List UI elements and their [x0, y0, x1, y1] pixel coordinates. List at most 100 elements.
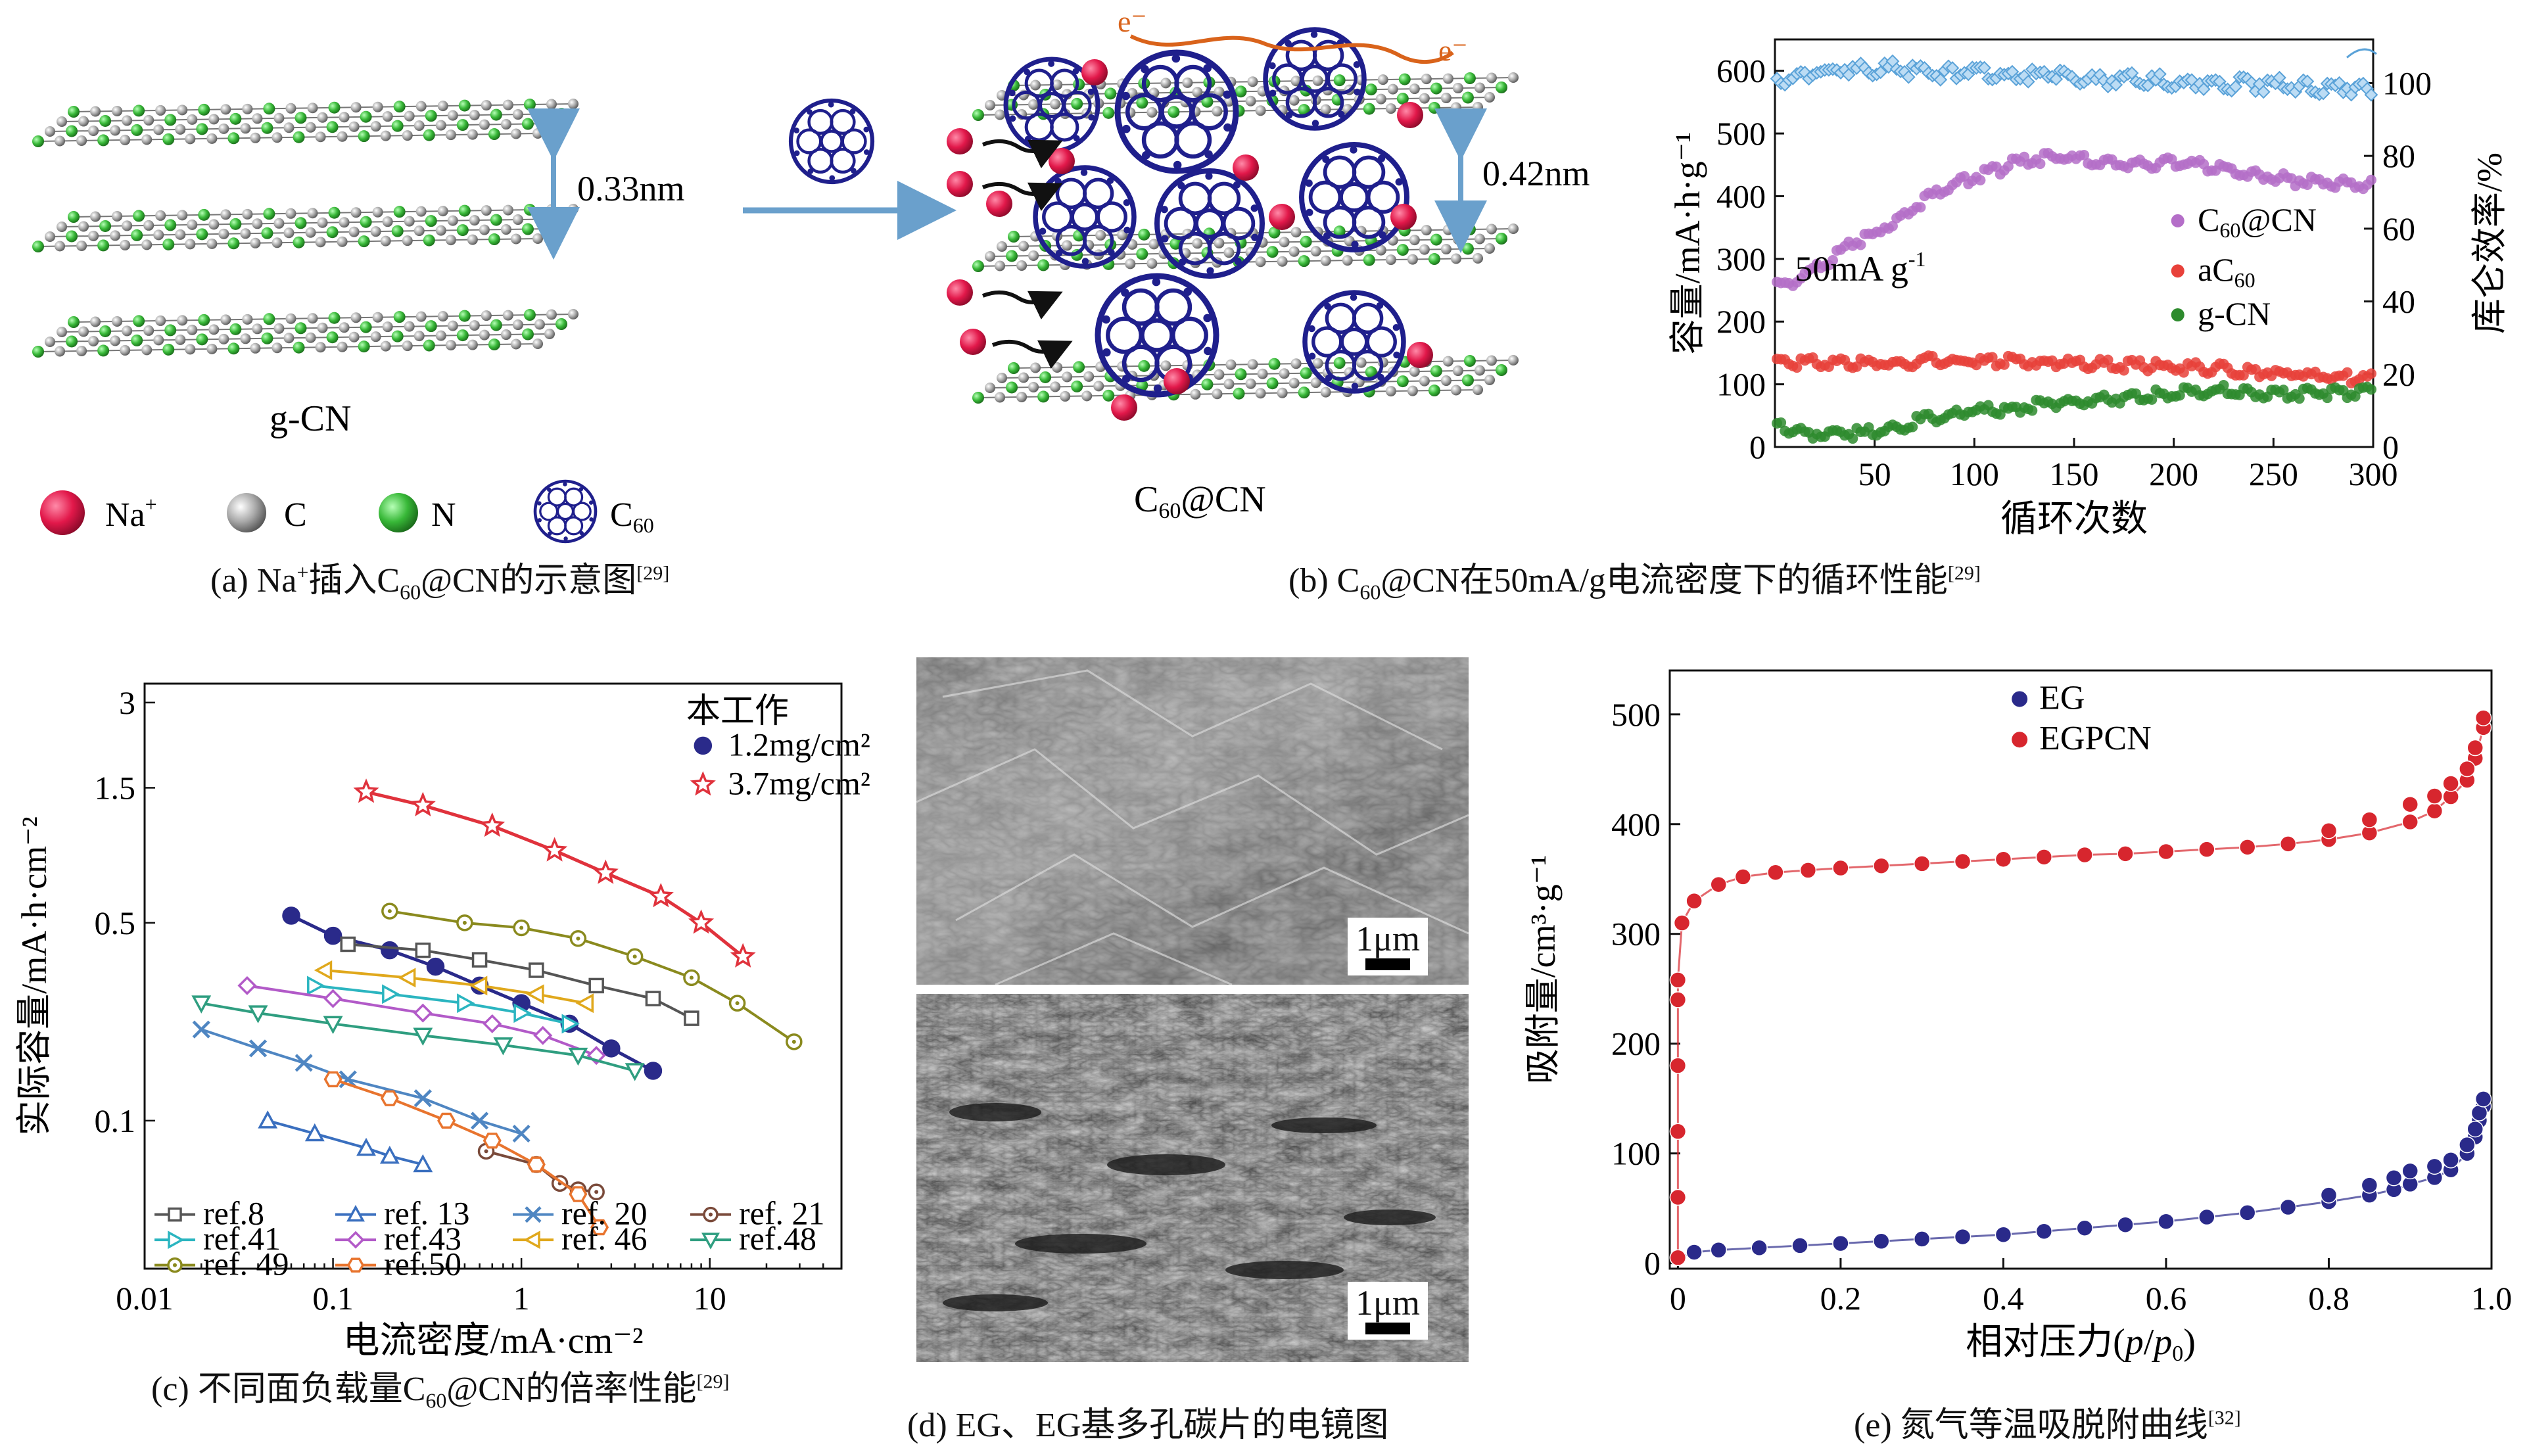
chart-e-point: [1913, 855, 1931, 872]
chart-e-legend-label-0: EG: [2039, 679, 2085, 716]
chart-c-point: [380, 1090, 399, 1106]
chart-e-point: [1832, 859, 1849, 877]
chart-b-point: [2364, 87, 2378, 102]
chart-c-xtick-label-1: 0.1: [312, 1280, 354, 1317]
chart-c-ref-legend-label-2: ref. 20: [561, 1195, 648, 1232]
chart-e-point: [2401, 813, 2419, 831]
chart-b-point: [2079, 149, 2090, 160]
gcn-layer-2: [32, 204, 579, 252]
chart-e-desorption-point: [2467, 739, 2484, 757]
chart-c-series-10: [381, 903, 803, 1050]
chart-c-ref-legend-label-3: ref. 21: [739, 1195, 825, 1232]
chart-b-point: [2146, 394, 2158, 405]
chart-c-series-4: [192, 1020, 531, 1143]
sodium-ion-10: [960, 329, 986, 355]
chart-c-xtick-label-0: 0.01: [116, 1280, 174, 1317]
chart-c-point: [314, 960, 333, 980]
chart-c-point: [168, 1231, 185, 1250]
chart-e-point: [1873, 1233, 1890, 1250]
chart-e-desorption-point: [2401, 1162, 2419, 1180]
electron-symbol-right: e⁻: [1438, 34, 1468, 67]
sodium-ion-6: [1269, 204, 1295, 230]
sodium-ion-13: [1111, 394, 1137, 421]
sodium-ion-1: [1081, 59, 1108, 85]
chart-b-point: [2021, 74, 2035, 89]
chart-b-point: [1847, 433, 1858, 444]
insertion-arrow-4: [991, 339, 1073, 369]
chart-c-point: [307, 975, 325, 996]
chart-b-point: [1874, 65, 1888, 80]
chart-c-line: [389, 910, 795, 1043]
chart-c-series-2: [340, 936, 699, 1026]
chart-c-legend-title: 本工作: [686, 693, 789, 730]
chart-c-point: [381, 903, 398, 920]
chart-b-legend-label-2: g-CN: [2198, 295, 2271, 332]
chart-b-point: [2300, 74, 2315, 89]
chart-b-point: [1977, 60, 1991, 75]
chart-e-point: [2279, 1198, 2297, 1216]
chart-c-point: [470, 1112, 489, 1130]
chart-e-desorption-point: [2459, 1136, 2476, 1154]
c60cn-layer-3: [972, 355, 1519, 404]
chart-e-point: [1791, 1237, 1808, 1254]
chart-e-point: [2238, 839, 2256, 856]
sodium-ion-4: [1397, 102, 1423, 128]
chart-c-point: [568, 1047, 588, 1066]
c60cn-layer-stack: [972, 72, 1519, 404]
chart-c-point: [701, 1233, 720, 1250]
chart-c-xtick-label-3: 10: [694, 1280, 726, 1317]
legend-c-sphere: [227, 493, 266, 532]
chart-c-point: [786, 1033, 803, 1050]
chart-c-series-6: [307, 975, 580, 1034]
chart-c-point: [588, 977, 604, 994]
chart-e-desorption-point: [2320, 822, 2338, 839]
electron-path: [1129, 34, 1454, 64]
chart-b-point: [1791, 362, 1803, 373]
chart-c-point: [323, 926, 342, 945]
chart-e-point: [2198, 1208, 2215, 1226]
chart-c-ref-legend-label-4: ref.41: [203, 1220, 281, 1257]
chart-c-point: [323, 989, 343, 1008]
chart-e-desorption-point: [2320, 1186, 2338, 1204]
sodium-ion-2: [1049, 148, 1075, 174]
chart-b-point: [1827, 254, 1838, 266]
electron-symbol-left: e⁻: [1118, 5, 1147, 38]
chart-c-point: [526, 984, 544, 1004]
legend-n-label: N: [431, 496, 456, 534]
gcn-layer-1: [32, 99, 579, 147]
chart-e-point: [1954, 853, 1972, 870]
caption-c: (c) 不同面负载量C60@CN的倍率性能[29]: [151, 1371, 730, 1413]
legend-c60-label: C60: [610, 496, 654, 537]
chart-c-point: [728, 995, 746, 1012]
chart-c-legend-marker-1: [690, 771, 716, 796]
chart-b-point: [1887, 220, 1898, 231]
legend-na-sphere: [40, 490, 85, 535]
chart-c-point: [237, 975, 257, 995]
chart-c-point: [356, 1137, 376, 1156]
sodium-ions: [947, 59, 1433, 421]
chart-b-y2tick-label-1: 20: [2382, 356, 2415, 392]
chart-c-point: [588, 1183, 605, 1201]
chart-b-xtick-label-2: 150: [2050, 456, 2099, 492]
chart-c-ref-legend-2: ref. 20: [513, 1195, 648, 1232]
chart-b-legend-label-1: aC60: [2198, 251, 2255, 292]
chart-e-point: [1799, 862, 1817, 879]
chart-c-line: [201, 1028, 522, 1135]
chart-c-point: [533, 1025, 553, 1045]
chart-b-point: [2278, 385, 2289, 396]
chart-b-point: [2316, 86, 2330, 101]
spacing-label-left: 0.33nm: [577, 169, 685, 208]
chart-e-point: [2117, 1216, 2134, 1233]
chart-c-ytick-label-0: 0.1: [95, 1102, 136, 1139]
chart-c-point: [512, 1124, 531, 1143]
chart-b-y2tick-label-0: 0: [2382, 429, 2399, 465]
chart-c-point: [379, 1145, 400, 1164]
chart-b-point: [1959, 171, 1970, 182]
chart-b-point: [2332, 76, 2346, 90]
composite-label: C60@CN: [1134, 479, 1266, 523]
chart-b-series-1: [1772, 350, 2376, 388]
scale-bar-top-label: 1μm: [1356, 919, 1420, 958]
chart-c-xtick-label-2: 1: [513, 1280, 530, 1317]
chart-c-point: [382, 984, 400, 1004]
chart-c-point: [295, 1054, 313, 1072]
